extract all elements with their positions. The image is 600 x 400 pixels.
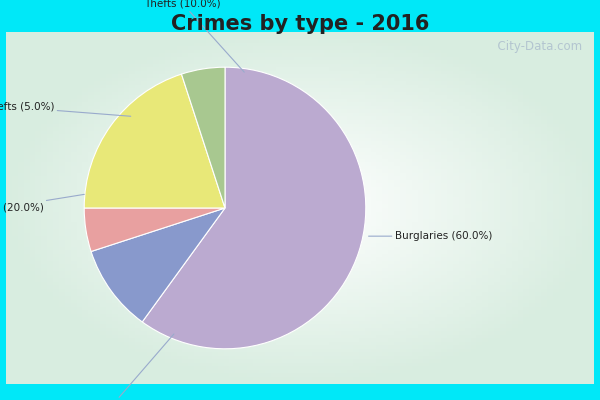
- Text: Auto thefts (5.0%): Auto thefts (5.0%): [0, 102, 131, 116]
- Wedge shape: [142, 67, 366, 349]
- Wedge shape: [181, 67, 225, 208]
- Text: City-Data.com: City-Data.com: [490, 40, 582, 53]
- Wedge shape: [84, 208, 225, 252]
- Text: Assaults (20.0%): Assaults (20.0%): [0, 194, 84, 213]
- Wedge shape: [91, 208, 225, 322]
- Text: Crimes by type - 2016: Crimes by type - 2016: [171, 14, 429, 34]
- Text: Thefts (10.0%): Thefts (10.0%): [145, 0, 244, 72]
- Wedge shape: [84, 74, 225, 208]
- Text: Robberies (5.0%): Robberies (5.0%): [68, 334, 174, 400]
- Text: Burglaries (60.0%): Burglaries (60.0%): [368, 231, 492, 241]
